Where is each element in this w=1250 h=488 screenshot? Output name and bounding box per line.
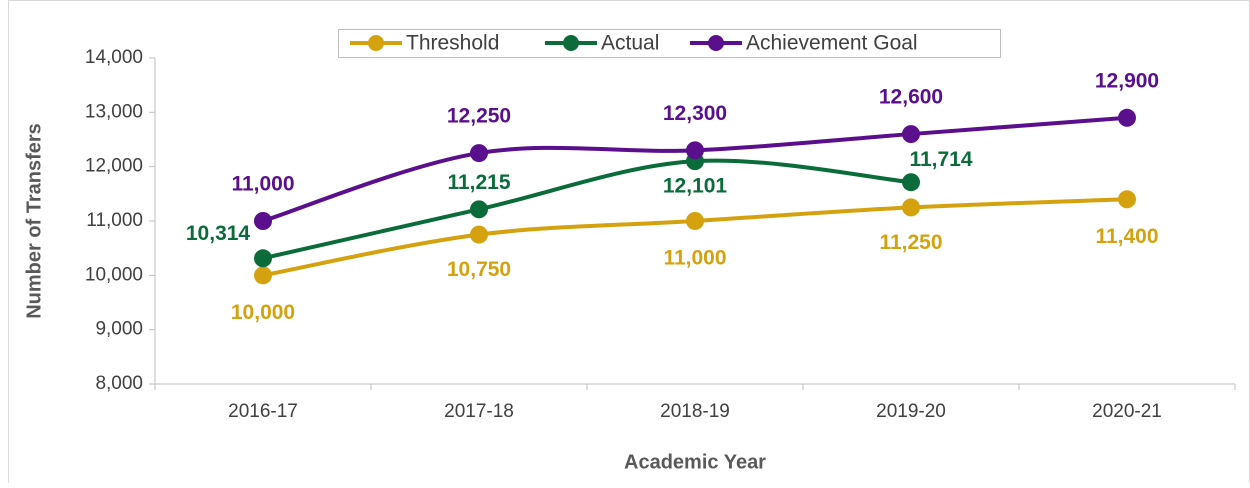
- legend-label: Threshold: [406, 32, 499, 55]
- legend-marker: [563, 35, 579, 51]
- x-tick-label: 2020-21: [1092, 401, 1162, 422]
- data-point: [902, 125, 920, 144]
- legend-label: Achievement Goal: [746, 32, 918, 55]
- series-line: [262, 158, 912, 261]
- data-label: 11,250: [879, 231, 942, 254]
- data-label: 12,600: [879, 86, 943, 109]
- x-tick-label: 2019-20: [876, 401, 946, 422]
- x-tick-label: 2016-17: [228, 401, 298, 422]
- data-point: [686, 141, 704, 160]
- data-point: [686, 212, 704, 230]
- data-point: [254, 212, 272, 230]
- y-tick-label: 12,000: [85, 156, 143, 177]
- data-point: [254, 249, 272, 268]
- data-label: 12,101: [663, 175, 728, 198]
- data-label: 11,000: [231, 173, 294, 196]
- data-label: 11,000: [663, 247, 726, 270]
- data-label: 12,250: [447, 105, 511, 128]
- data-point: [1118, 190, 1136, 209]
- data-point: [1118, 108, 1136, 127]
- data-point: [470, 225, 488, 244]
- x-axis-title: Academic Year: [624, 451, 766, 473]
- data-label: 11,714: [909, 148, 972, 171]
- x-tick-label: 2018-19: [660, 401, 730, 422]
- legend-label: Actual: [601, 32, 659, 55]
- data-label: 10,750: [447, 258, 511, 281]
- data-point: [902, 198, 920, 217]
- y-tick-label: 10,000: [85, 264, 143, 285]
- y-tick-label: 9,000: [95, 319, 143, 340]
- y-tick-label: 8,000: [95, 373, 143, 394]
- legend-marker: [368, 35, 384, 51]
- y-axis-title: Number of Transfers: [23, 123, 45, 319]
- y-tick-label: 14,000: [85, 47, 143, 68]
- y-tick-label: 11,000: [86, 210, 143, 231]
- data-label: 12,900: [1095, 69, 1159, 92]
- legend-marker: [708, 35, 724, 51]
- data-label: 11,215: [447, 171, 510, 194]
- data-label: 10,314: [186, 222, 251, 245]
- legend-box: [338, 29, 1001, 58]
- data-point: [902, 173, 920, 192]
- data-label: 11,400: [1095, 225, 1158, 248]
- data-point: [470, 200, 488, 219]
- data-point: [470, 144, 488, 163]
- data-label: 12,300: [663, 102, 727, 125]
- data-point: [254, 266, 272, 285]
- data-label: 10,000: [231, 301, 295, 324]
- x-tick-label: 2017-18: [444, 401, 514, 422]
- y-tick-label: 13,000: [85, 101, 143, 122]
